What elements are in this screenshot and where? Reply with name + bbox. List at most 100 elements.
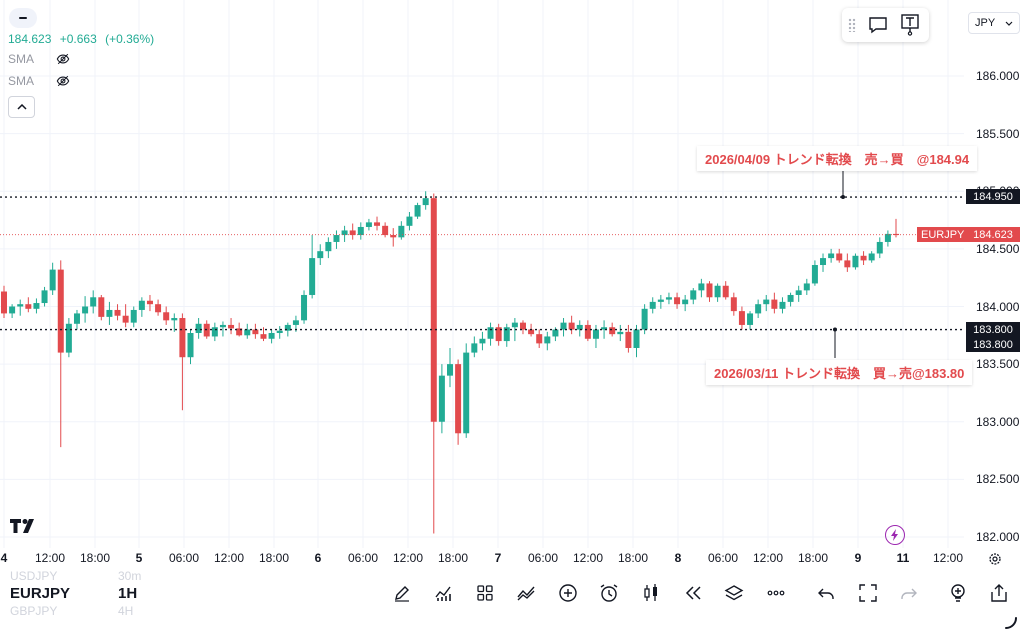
candle-body xyxy=(17,304,24,307)
candle-body xyxy=(836,253,843,261)
timeframe-next[interactable]: 4H xyxy=(118,604,134,618)
candle-body xyxy=(519,322,526,330)
fullscreen-icon[interactable] xyxy=(857,582,879,604)
floating-toolbar xyxy=(842,8,929,42)
candle xyxy=(779,297,786,314)
symbol-next[interactable]: GBPJPY xyxy=(10,604,58,618)
text-tool-icon[interactable] xyxy=(900,14,920,36)
candle-body xyxy=(609,327,616,335)
candle xyxy=(519,320,526,335)
candle-body xyxy=(828,253,835,259)
eye-off-icon[interactable] xyxy=(56,74,70,88)
chevron-down-icon xyxy=(1005,21,1013,26)
drag-handle-icon[interactable] xyxy=(848,18,856,32)
plus-circle-icon[interactable] xyxy=(557,582,579,604)
candle xyxy=(560,318,567,337)
time-axis-label: 06:00 xyxy=(347,551,379,565)
candle xyxy=(657,294,664,309)
candle-body xyxy=(106,309,113,317)
candle-body xyxy=(284,324,291,331)
annotation-anchor xyxy=(833,327,837,332)
candles-layer xyxy=(1,191,899,534)
symbol-picker[interactable]: EURJPY xyxy=(10,585,71,602)
lower-trend-annotation[interactable]: 2026/03/11 トレンド転換 買→売@183.80 xyxy=(706,360,973,385)
timeframe-picker[interactable]: 1H xyxy=(118,585,138,602)
candle xyxy=(65,318,72,358)
chevron-up-icon xyxy=(16,104,27,110)
candle xyxy=(73,309,80,330)
candle-body xyxy=(65,323,72,353)
candle-body xyxy=(738,311,745,325)
more-icon[interactable] xyxy=(765,582,787,604)
candle-body xyxy=(260,334,267,339)
horizontal-lines xyxy=(0,168,964,358)
upper-trend-annotation[interactable]: 2026/04/09 トレンド転換 売→買 @184.94 xyxy=(697,146,978,171)
price-change-pct: (+0.36%) xyxy=(105,32,155,46)
compare-icon[interactable] xyxy=(515,582,537,604)
candle xyxy=(317,244,324,266)
candle-body xyxy=(301,294,308,321)
candle-body xyxy=(584,324,591,339)
candle xyxy=(860,251,867,266)
candle xyxy=(811,260,818,286)
templates-icon[interactable] xyxy=(474,582,496,604)
candle-body xyxy=(844,260,851,268)
indicator-label: SMA xyxy=(8,52,35,66)
undo-icon[interactable] xyxy=(815,582,837,604)
candle xyxy=(544,331,551,351)
time-axis-label: 12:00 xyxy=(213,551,245,565)
candle-body xyxy=(25,304,32,309)
candle-body xyxy=(244,329,251,336)
symbol-prev[interactable]: USDJPY xyxy=(10,569,58,583)
pencil-icon[interactable] xyxy=(391,582,413,604)
redo-icon[interactable] xyxy=(898,582,920,604)
candle xyxy=(463,343,470,438)
lightning-button[interactable] xyxy=(885,525,905,545)
comment-icon[interactable] xyxy=(868,16,888,34)
legend-collapse-button[interactable] xyxy=(9,8,37,28)
currency-select[interactable]: JPY xyxy=(968,12,1020,34)
price-chart[interactable] xyxy=(0,0,1024,570)
candle xyxy=(893,218,899,238)
gear-icon[interactable] xyxy=(988,552,1002,566)
time-axis-label: 06:00 xyxy=(707,551,739,565)
time-axis-label: 7 xyxy=(494,551,502,565)
candle xyxy=(163,306,170,325)
indicator-row[interactable]: SMA xyxy=(8,52,70,66)
price-change: +0.663 xyxy=(59,32,97,46)
share-icon[interactable] xyxy=(988,582,1010,604)
legend-toggle-button[interactable] xyxy=(8,96,35,118)
timeframe-prev[interactable]: 30m xyxy=(118,569,142,583)
idea-icon[interactable] xyxy=(947,582,969,604)
indicator-row[interactable]: SMA xyxy=(8,74,70,88)
candle xyxy=(309,235,316,299)
candle xyxy=(617,324,624,342)
time-axis-label: 18:00 xyxy=(258,551,290,565)
candle xyxy=(820,253,827,272)
alarm-icon[interactable] xyxy=(598,582,620,604)
time-axis-label: 6 xyxy=(314,551,322,565)
candle xyxy=(803,278,810,295)
candle xyxy=(406,211,413,231)
candle xyxy=(130,306,137,328)
candle-body xyxy=(130,309,137,323)
candle-body xyxy=(195,323,202,334)
time-axis-label: 5 xyxy=(135,551,143,565)
eye-off-icon[interactable] xyxy=(56,52,70,66)
candle xyxy=(414,202,421,219)
candle-body xyxy=(82,306,89,314)
price-axis-label: 184.000 xyxy=(976,299,1020,314)
candle-body xyxy=(455,364,462,434)
candles-icon[interactable] xyxy=(640,582,662,604)
time-axis-label: 12:00 xyxy=(392,551,424,565)
bottom-toolbar xyxy=(0,570,1024,637)
indicators-icon[interactable] xyxy=(433,582,455,604)
candle xyxy=(722,281,729,300)
candle xyxy=(868,251,875,263)
candle-body xyxy=(179,318,186,358)
candle-body xyxy=(690,290,697,300)
time-axis-label: 12:00 xyxy=(932,551,964,565)
layers-icon[interactable] xyxy=(723,582,745,604)
replay-icon[interactable] xyxy=(682,582,704,604)
candle-body xyxy=(544,336,551,344)
